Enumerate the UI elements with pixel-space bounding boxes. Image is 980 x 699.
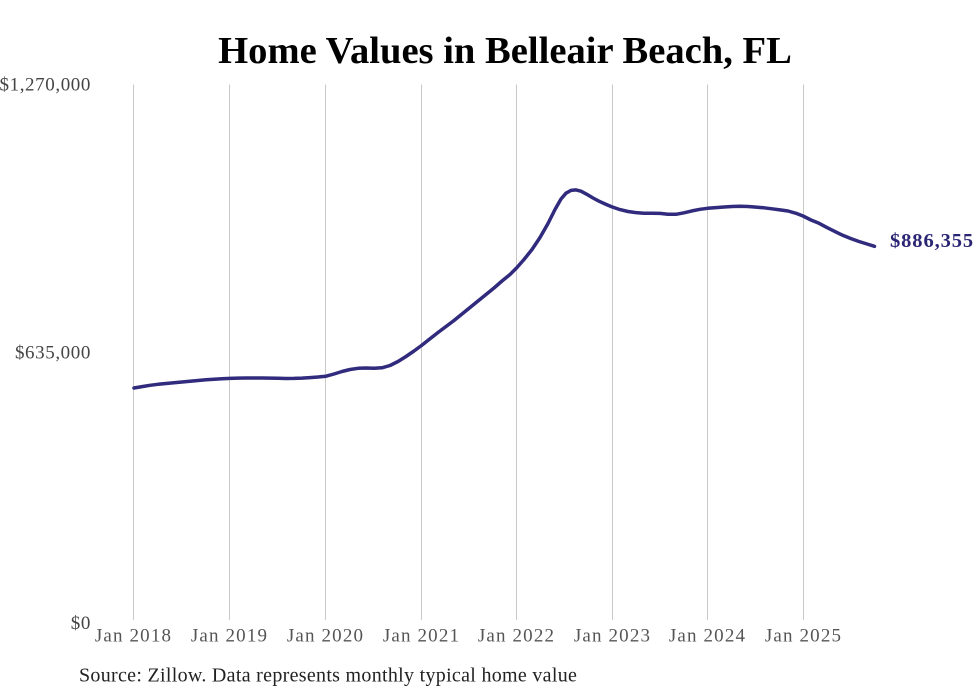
svg-text:Source: Zillow. Data represent: Source: Zillow. Data represents monthly … (79, 665, 577, 687)
svg-text:Jan 2019: Jan 2019 (191, 626, 268, 647)
svg-text:Jan 2020: Jan 2020 (287, 626, 364, 647)
svg-text:Jan 2022: Jan 2022 (478, 626, 555, 647)
svg-text:Jan 2021: Jan 2021 (383, 626, 460, 647)
svg-text:$1,270,000: $1,270,000 (0, 75, 91, 96)
svg-text:$635,000: $635,000 (15, 343, 91, 364)
svg-text:$0: $0 (71, 613, 91, 634)
svg-text:Jan 2023: Jan 2023 (574, 626, 651, 647)
svg-text:$886,355: $886,355 (890, 230, 974, 252)
svg-text:Jan 2018: Jan 2018 (95, 626, 172, 647)
svg-text:Jan 2025: Jan 2025 (765, 626, 842, 647)
svg-text:Jan 2024: Jan 2024 (669, 626, 746, 647)
svg-text:Home Values in Belleair Beach,: Home Values in Belleair Beach, FL (218, 30, 792, 72)
